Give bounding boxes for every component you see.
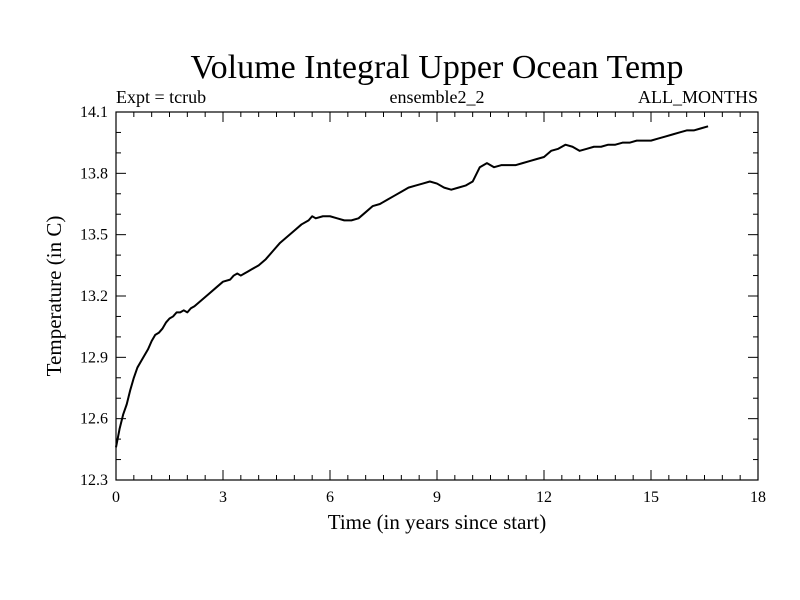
x-tick-label: 0 xyxy=(112,489,120,506)
chart-title: Volume Integral Upper Ocean Temp xyxy=(191,49,684,86)
header-center-label: ensemble2_2 xyxy=(390,87,485,107)
y-tick-label: 13.5 xyxy=(80,227,108,244)
x-tick-label: 6 xyxy=(326,489,334,506)
y-tick-label: 12.6 xyxy=(80,411,108,428)
x-tick-label: 18 xyxy=(750,489,766,506)
x-tick-label: 12 xyxy=(536,489,552,506)
axis-ticks xyxy=(115,111,759,481)
y-tick-label: 13.8 xyxy=(80,165,108,182)
x-tick-label: 15 xyxy=(643,489,659,506)
x-tick-label: 9 xyxy=(433,489,441,506)
plot-frame xyxy=(115,111,759,481)
y-tick-label: 13.2 xyxy=(80,288,108,305)
series-line xyxy=(115,125,709,448)
y-tick-label: 14.1 xyxy=(80,104,108,121)
header-right-label: ALL_MONTHS xyxy=(638,87,758,107)
y-axis-label: Temperature (in C) xyxy=(42,216,66,377)
y-tick-label: 12.9 xyxy=(80,349,108,366)
x-tick-label: 3 xyxy=(219,489,227,506)
x-axis-label: Time (in years since start) xyxy=(328,510,547,534)
axis-tick-labels: 0 3 6 9 12 15 18 12.3 12.6 12.9 13.2 13.5 13.8 14.1 xyxy=(80,104,766,506)
y-tick-label: 12.3 xyxy=(80,472,108,489)
header-left-label: Expt = tcrub xyxy=(116,87,206,107)
